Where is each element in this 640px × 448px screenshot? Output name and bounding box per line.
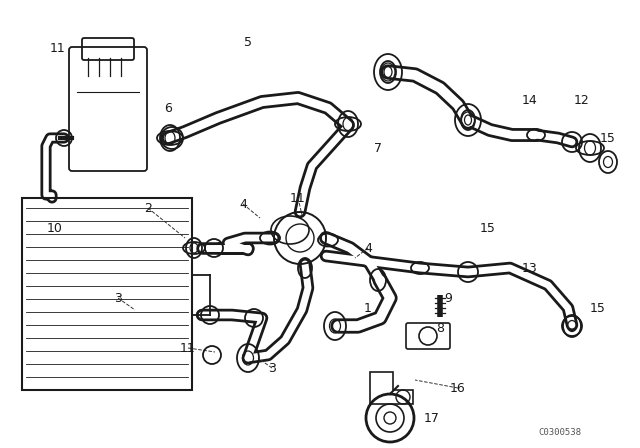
Text: 11: 11: [180, 341, 196, 354]
Text: 10: 10: [47, 221, 63, 234]
Bar: [22, 198, 192, 390]
Text: 3: 3: [268, 362, 276, 375]
Text: 2: 2: [144, 202, 152, 215]
Text: 9: 9: [444, 292, 452, 305]
Text: 5: 5: [244, 35, 252, 48]
Text: 4: 4: [239, 198, 247, 211]
Text: 14: 14: [522, 94, 538, 107]
Text: 1: 1: [364, 302, 372, 314]
Text: 11: 11: [50, 42, 66, 55]
Text: 8: 8: [436, 322, 444, 335]
Text: 6: 6: [164, 102, 172, 115]
Text: 3: 3: [114, 292, 122, 305]
Text: 16: 16: [450, 382, 466, 395]
Text: 7: 7: [374, 142, 382, 155]
Text: 4: 4: [364, 241, 372, 254]
Text: 17: 17: [424, 412, 440, 425]
Text: 15: 15: [600, 132, 616, 145]
Text: C0300538: C0300538: [538, 427, 582, 436]
Text: 11: 11: [290, 191, 306, 204]
Text: 15: 15: [590, 302, 606, 314]
Text: 13: 13: [522, 262, 538, 275]
Text: 12: 12: [574, 94, 590, 107]
Text: 15: 15: [480, 221, 496, 234]
